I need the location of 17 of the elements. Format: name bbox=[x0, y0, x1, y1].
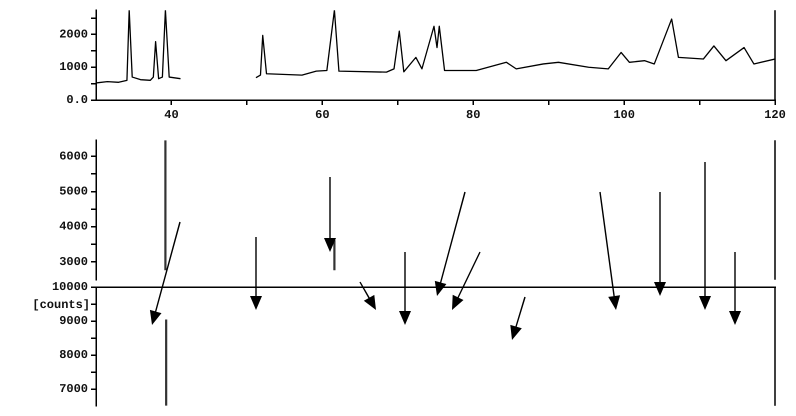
x-tick-label: 80 bbox=[466, 108, 480, 122]
y-tick-label: 9000 bbox=[59, 314, 88, 328]
y-tick-label: 4000 bbox=[59, 220, 88, 234]
y-tick-label: 3000 bbox=[59, 254, 88, 269]
y-tick-label: 10000 bbox=[52, 280, 88, 294]
y-tick-label: 6000 bbox=[59, 149, 88, 164]
y-tick-label: 2000 bbox=[59, 27, 88, 42]
x-tick-label: 40 bbox=[164, 108, 179, 122]
y-tick-label: 1000 bbox=[59, 60, 88, 74]
x-tick-label: 100 bbox=[613, 108, 635, 122]
y-tick-label: 7000 bbox=[59, 382, 88, 396]
y-axis-title: [counts] bbox=[32, 298, 90, 312]
y-tick-label: 0.0 bbox=[66, 93, 88, 108]
y-tick-label: 5000 bbox=[59, 184, 88, 199]
y-tick-label: 8000 bbox=[59, 348, 88, 362]
x-tick-label: 120 bbox=[764, 108, 786, 122]
x-tick-label: 60 bbox=[315, 108, 330, 122]
